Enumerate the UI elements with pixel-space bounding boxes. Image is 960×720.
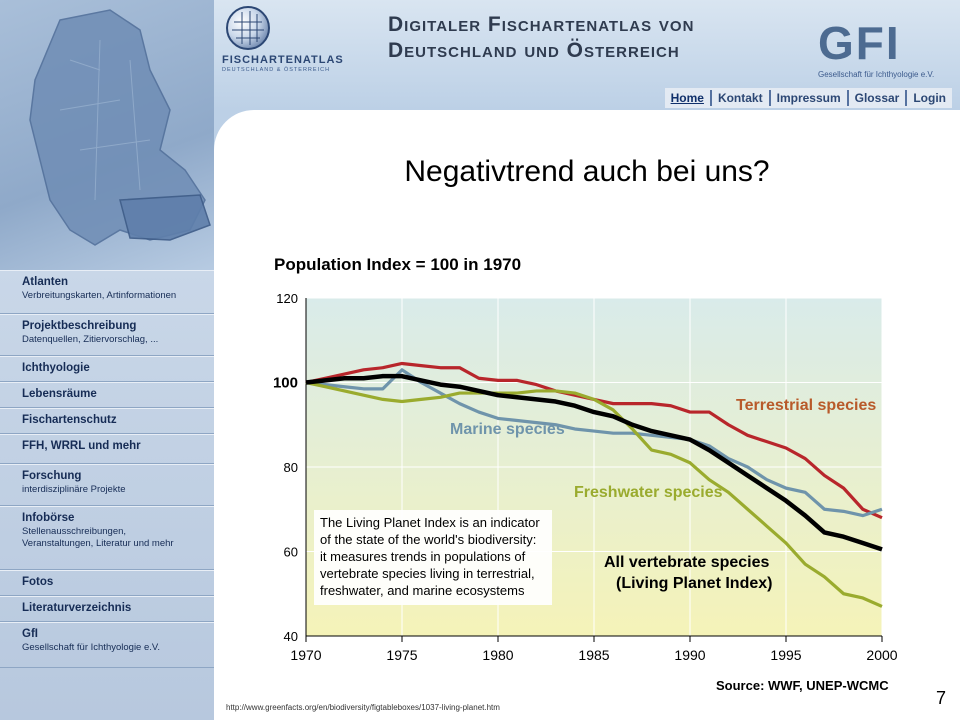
gfi-subtitle: Gesellschaft für Ichthyologie e.V. [818,70,935,79]
x-tick-label: 1990 [674,647,705,663]
series-line [305,368,883,518]
sidebar-item-forschung[interactable]: Forschung interdisziplinäre Projekte [0,464,214,506]
site-title: Digitaler Fischartenatlas von Deutschlan… [388,12,768,64]
sidebar-item-subtitle: Stellenausschreibungen, [22,526,127,537]
series-line [305,380,883,608]
series-labels: Terrestrial species Marine species Freshwa… [450,397,876,592]
sidebar-item-title: Literaturverzeichnis [22,602,132,614]
map-panel [0,0,214,270]
chart-source: Source: WWF, UNEP-WCMC [716,678,889,693]
x-tick-label: 1970 [290,647,321,663]
sidebar-item-title: Projektbeschreibung [22,320,137,332]
x-tick-label: 1985 [578,647,609,663]
sidebar-item-fotos[interactable]: Fotos [0,570,214,596]
x-axis: 1970 1975 1980 1985 1990 1995 2000 [290,635,898,663]
y-tick-label: 120 [276,291,298,306]
annotation-box: The Living Planet Index is an indicator o… [314,510,552,605]
sidebar-item-lebensraeume[interactable]: Lebensräume [0,382,214,408]
series-label: Terrestrial species [736,397,876,414]
y-tick-label: 60 [284,545,298,560]
sidebar-item-title: Lebensräume [22,388,97,400]
globe-icon [226,6,270,50]
y-tick-label: 80 [284,460,298,475]
sidebar-item-title: GfI [22,628,38,640]
y-axis: 40 60 80 100 120 [273,291,307,644]
annotation-line: vertebrate species living in terrestrial… [320,566,535,581]
sidebar-item-subtitle: Verbreitungskarten, Artinformationen [22,290,177,301]
x-tick-label: 1980 [482,647,513,663]
sidebar-item-title: Infobörse [22,512,75,524]
sidebar-item-ichthyologie[interactable]: Ichthyologie [0,356,214,382]
nav-kontakt-link[interactable]: Kontakt [709,90,769,106]
sidebar-item-subtitle: interdisziplinäre Projekte [22,484,126,495]
chart-title: Population Index = 100 in 1970 [274,255,521,274]
series-label: (Living Planet Index) [616,575,772,592]
nav-home-link[interactable]: Home [670,91,704,105]
y-tick-label: 40 [284,629,298,644]
sidebar-item-title: Forschung [22,470,82,482]
site-title-line1: Digitaler Fischartenatlas von [388,13,695,36]
site-title-line2: Deutschland und Österreich [388,39,680,62]
living-planet-chart: Population Index = 100 in 1970 40 60 80 100… [273,255,898,693]
sidebar-item-title: Atlanten [22,276,68,288]
germany-austria-map [29,9,211,246]
y-tick-label: 100 [273,375,298,392]
series-label: Freshwater species [574,484,723,501]
nav-impressum-link[interactable]: Impressum [768,90,847,106]
annotation-background [314,510,552,605]
sidebar-item-title: Fischartenschutz [22,414,117,426]
annotation-line: it measures trends in populations of [320,549,526,564]
page-number: 7 [936,688,947,708]
annotation-line: freshwater, and marine ecosystems [320,583,525,598]
x-tick-label: 1975 [386,647,417,663]
sidebar-item-title: Fotos [22,576,54,588]
gfi-logo[interactable]: GFI [818,17,901,69]
logo-text: FISCHARTENATLAS [222,54,344,66]
sidebar-item-subtitle: Datenquellen, Zitiervorschlag, ... [22,334,159,345]
slide-title: Negativtrend auch bei uns? [404,155,770,188]
nav-glossar-link[interactable]: Glossar [846,90,906,106]
sidebar-item-atlanten[interactable]: Atlanten Verbreitungskarten, Artinformat… [0,270,214,314]
annotation-line: The Living Planet Index is an indicator [320,515,540,530]
sidebar-item-fischartenschutz[interactable]: Fischartenschutz [0,408,214,434]
series-label: Marine species [450,421,565,438]
sidebar: Atlanten Verbreitungskarten, Artinformat… [0,270,214,720]
source-url[interactable]: http://www.greenfacts.org/en/biodiversit… [226,703,500,712]
sidebar-item-ffh-wrrl[interactable]: FFH, WRRL und mehr [0,434,214,464]
logo-subtitle: DEUTSCHLAND & ÖSTERREICH [222,67,331,73]
annotation-line: of the state of the world's biodiversity… [320,532,536,547]
sidebar-item-subtitle: Gesellschaft für Ichthyologie e.V. [22,642,161,653]
x-tick-label: 2000 [866,647,897,663]
sidebar-item-projektbeschreibung[interactable]: Projektbeschreibung Datenquellen, Zitier… [0,314,214,356]
sidebar-item-title: FFH, WRRL und mehr [22,440,141,452]
series-label: All vertebrate species [604,554,770,571]
sidebar-item-literaturverzeichnis[interactable]: Literaturverzeichnis [0,596,214,622]
top-navigation: Home Kontakt Impressum Glossar Login [664,88,952,108]
sidebar-item-subtitle-2: Veranstaltungen, Literatur und mehr [22,538,174,549]
x-tick-label: 1995 [770,647,801,663]
sidebar-item-gfi[interactable]: GfI Gesellschaft für Ichthyologie e.V. [0,622,214,668]
fischartenatlas-logo[interactable]: FISCHARTENATLAS DEUTSCHLAND & ÖSTERREICH [214,0,374,80]
series-line [305,373,883,552]
series-lines [305,361,883,608]
nav-login-link[interactable]: Login [905,90,952,106]
sidebar-item-title: Ichthyologie [22,362,90,374]
content-corner [214,110,254,150]
sidebar-item-infoboerse[interactable]: Infobörse Stellenausschreibungen, Verans… [0,506,214,570]
